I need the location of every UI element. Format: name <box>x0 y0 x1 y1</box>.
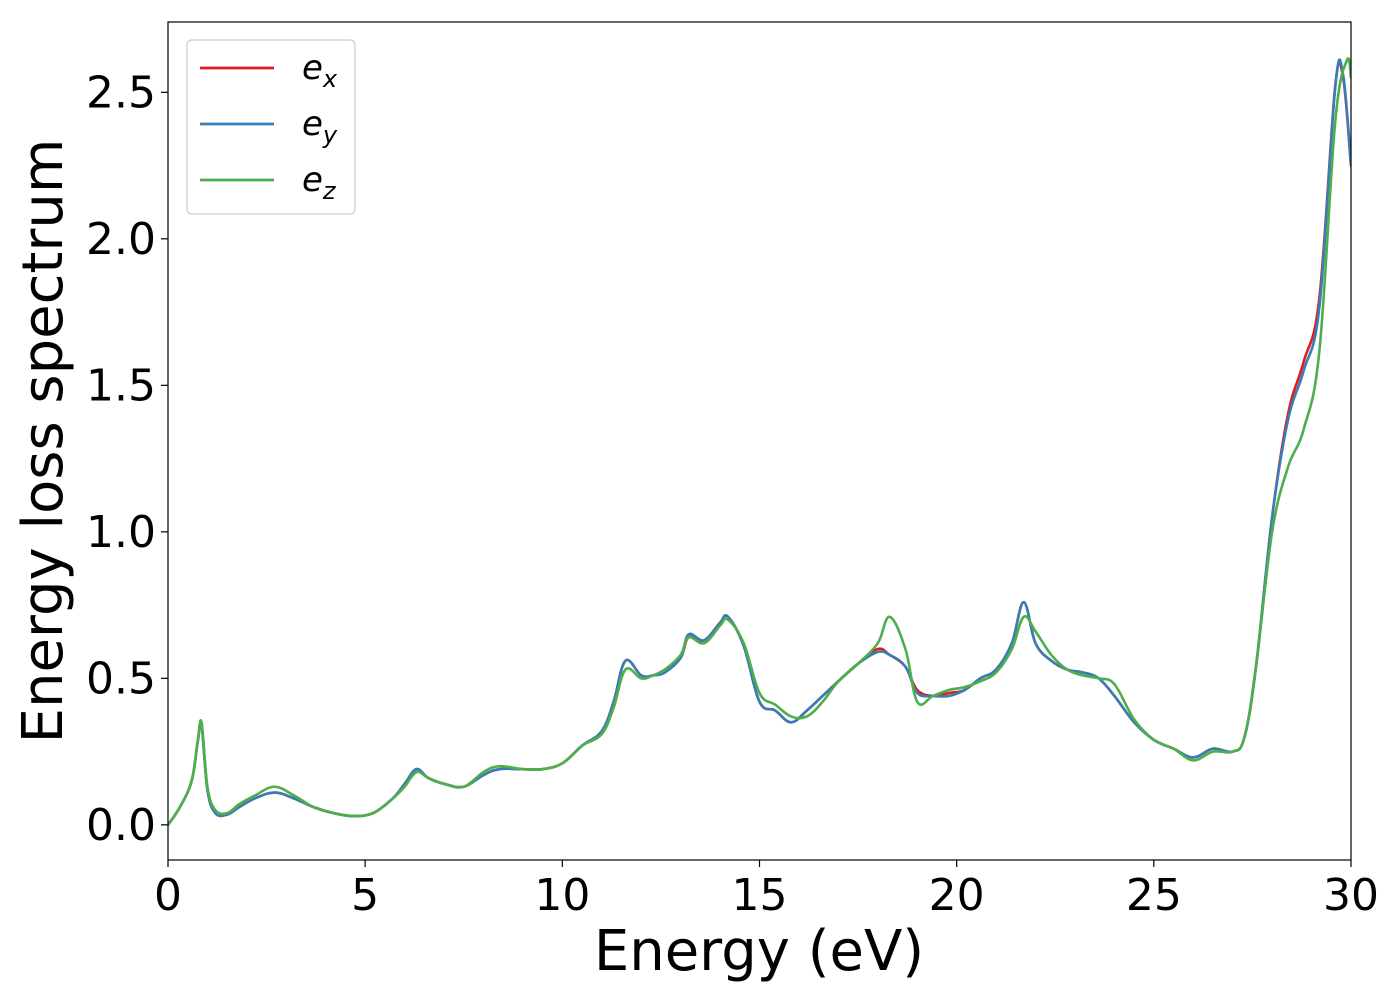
y-tick-label: 2.5 <box>86 67 156 118</box>
y-tick-label: 0.5 <box>86 653 156 704</box>
legend-label-base: e <box>302 48 323 88</box>
x-tick-label: 0 <box>154 870 182 921</box>
y-tick-label: 1.5 <box>86 360 156 411</box>
legend-label-base: e <box>302 160 323 200</box>
legend-label-x: ex <box>302 48 338 93</box>
series-line-z <box>168 57 1351 827</box>
legend-label-y: ey <box>302 104 338 149</box>
x-axis-ticks: 0 5 10 15 20 25 30 <box>154 860 1379 921</box>
y-tick-label: 2.0 <box>86 214 156 265</box>
legend-box <box>186 39 356 215</box>
legend-label-base: e <box>302 104 323 144</box>
series-lines <box>168 57 1351 827</box>
legend-label-subscript: x <box>322 65 338 93</box>
y-axis-ticks: 0.0 0.5 1.0 1.5 2.0 2.5 <box>86 67 168 851</box>
x-tick-label: 5 <box>351 870 379 921</box>
x-axis-label: Energy (eV) <box>594 919 924 984</box>
legend-label-z: ez <box>302 160 337 205</box>
legend-label-subscript: y <box>322 121 338 149</box>
x-tick-label: 10 <box>534 870 590 921</box>
x-tick-label: 30 <box>1323 870 1379 921</box>
y-tick-label: 0.0 <box>86 800 156 851</box>
x-tick-label: 25 <box>1126 870 1182 921</box>
x-tick-label: 20 <box>929 870 985 921</box>
legend-label-subscript: z <box>322 177 337 205</box>
y-tick-label: 1.0 <box>86 507 156 558</box>
x-tick-label: 15 <box>732 870 788 921</box>
y-axis-label: Energy loss spectrum <box>11 139 76 744</box>
